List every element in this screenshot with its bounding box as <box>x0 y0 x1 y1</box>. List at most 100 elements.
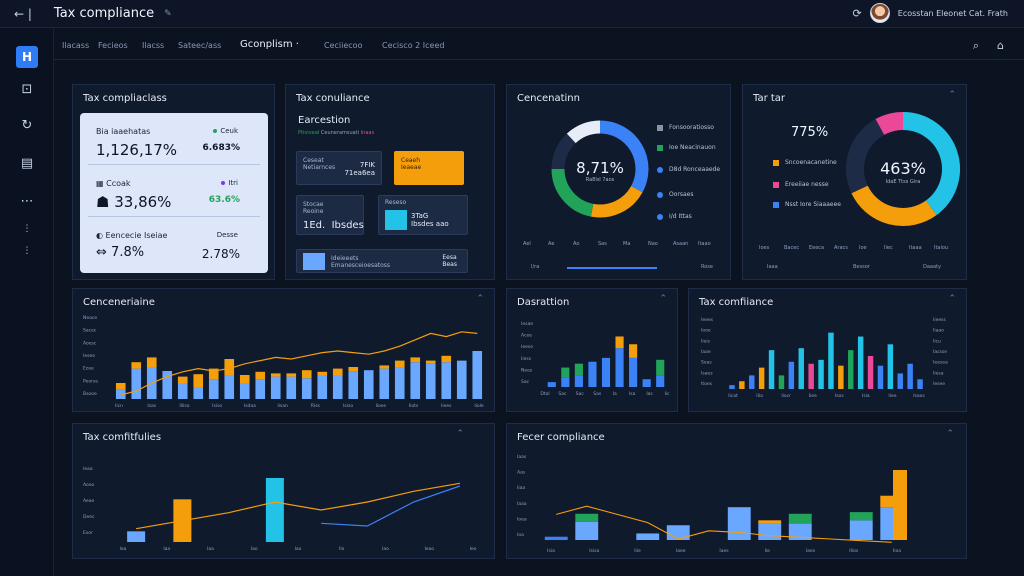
user-name[interactable]: Ecosstan Eleonet Cat. Frath <box>897 8 1008 18</box>
gauge-icon: ◐ <box>96 231 103 240</box>
legend-row: Ptioiveal Ceuneramsuati Inaas <box>298 130 374 136</box>
card-menu-icon[interactable]: ⌃ <box>948 294 956 304</box>
card-menu-icon[interactable]: ⌃ <box>946 429 954 439</box>
bar-segment <box>880 495 904 508</box>
bar <box>127 531 146 542</box>
kpi-row[interactable]: ▦ Ccoak ☗ 33,86% Itri 63.6% <box>88 169 260 217</box>
transfer-icon: ⇔ <box>96 245 107 260</box>
x-tick-label: Iao <box>295 546 302 552</box>
bar-segment <box>629 344 638 358</box>
concentration-card: Cencenatinn 8,71% Ra8lsI 7aos Fonsoorati… <box>506 84 731 280</box>
tab-item[interactable]: Ceciiecoo <box>324 41 363 50</box>
donut-segment <box>875 112 904 136</box>
metric-tile-highlight[interactable]: Ceaeh Ieaeae <box>394 151 464 185</box>
y-tick-label: Iiess <box>521 356 532 362</box>
metric-tile[interactable]: Ceseat Netiarnces 7FIK 71ea6ea <box>296 151 382 185</box>
x-tick-label: Iao <box>382 546 389 552</box>
x-tick-label: Ieo <box>470 546 477 552</box>
metric-tile[interactable]: Stocae Reoine 1Ed. Ibsdes <box>296 195 364 235</box>
axis-tick-label: Nao <box>648 241 658 247</box>
bar <box>877 365 884 389</box>
y-tick-label: Iaae <box>701 349 711 355</box>
y-tick-label: Iaas <box>517 454 527 460</box>
fecer-compliance-card: Fecer compliance ⌃ Iaas Aas Iiaa Iaaa Ioea Io… <box>506 423 967 559</box>
bar-segment <box>146 357 157 367</box>
bar-segment <box>561 367 570 378</box>
card-title: Tax comfitfulies <box>83 432 162 443</box>
bar <box>363 370 374 399</box>
tab-item[interactable]: Sateec/ass <box>178 41 222 50</box>
bar <box>917 379 923 389</box>
axis-tick-label: Eeeca <box>809 245 825 251</box>
sidebar-item-document-icon[interactable]: ▤ <box>20 156 34 171</box>
bar <box>131 368 142 399</box>
y-tick-label: Sac <box>521 379 530 385</box>
metric-tile[interactable]: Reseso 3TaG Ibsdes aao <box>378 195 468 235</box>
axis-tick-label: Ioe <box>859 245 867 251</box>
donut-segment <box>551 133 576 170</box>
x-tick-label: Iaee <box>676 548 686 554</box>
tab-active[interactable]: Gconplism · <box>240 39 299 50</box>
tab-item[interactable]: Fecieos <box>98 41 128 50</box>
line-bar-chart: Ieaa Aooo Aeae Deec Esor Iaa Iaa Iaa Iao Iao Ilo Ia… <box>83 466 477 552</box>
kpi-row[interactable]: ◐ Eencecie Iseiae ⇔ 7.8% Desse 2.78% <box>88 221 260 269</box>
y-tick-label: Iacsse <box>933 349 947 355</box>
back-nav-icon[interactable]: ← | <box>14 6 32 21</box>
refresh-icon[interactable]: ⟳ <box>852 6 862 20</box>
legend-item: I/d Ittas <box>657 213 692 220</box>
edit-icon[interactable]: ✎ <box>164 8 172 19</box>
kpi-tag-text: Itri <box>228 179 238 187</box>
y-tick-label: Ieees <box>701 317 714 323</box>
card-menu-icon[interactable]: ⌃ <box>476 294 484 304</box>
bar <box>808 363 814 389</box>
tile-label: Ceaeh Ieaeae <box>401 157 422 171</box>
sidebar-item-dot-icon[interactable]: ⋮ <box>22 224 32 234</box>
bar <box>379 368 390 399</box>
bar-segment <box>656 375 665 387</box>
x-tick-label: Iaes <box>719 548 729 554</box>
metric-tile[interactable]: Ideieeets Emanesceioesatoss Eesa Beas <box>296 249 468 273</box>
sidebar-item-inbox-icon[interactable]: ⊡ <box>21 82 33 97</box>
y-tick-label: Ioa <box>517 532 524 538</box>
donut-segment <box>846 119 885 194</box>
bar <box>410 362 421 399</box>
tile-value: Eesa Beas <box>442 254 457 268</box>
card-title: Cencenatinn <box>517 93 580 104</box>
sidebar-item-dot-icon[interactable]: ⋮ <box>22 246 32 256</box>
bar <box>907 363 913 389</box>
card-menu-icon[interactable]: ⌃ <box>659 294 667 304</box>
card-menu-icon[interactable]: ⌃ <box>948 90 956 100</box>
x-tick-label: Ilia <box>756 393 763 399</box>
bar <box>758 367 765 389</box>
legend-swatch <box>657 144 663 151</box>
sidebar-item-more-icon[interactable]: ⋯ <box>20 194 34 209</box>
card-menu-icon[interactable]: ⌃ <box>456 429 464 439</box>
app-logo[interactable]: H <box>16 46 38 68</box>
donut-segment <box>902 112 960 216</box>
tab-item[interactable]: Ilacass <box>62 41 90 50</box>
tab-item[interactable]: Ilacss <box>142 41 165 50</box>
stacked-bar-chart: Iesae Acee Ieese Iiess Nees Sac Dtal Sac Sac Sas I… <box>521 321 670 397</box>
range-bar[interactable] <box>567 267 657 269</box>
legend-swatch <box>657 124 663 131</box>
search-icon[interactable]: ⌕ <box>972 39 980 52</box>
x-tick-label: Iaa <box>120 546 127 552</box>
axis-tick-label: Aracs <box>834 245 848 251</box>
sidebar-item-refresh-icon[interactable]: ↻ <box>21 118 33 133</box>
avatar[interactable] <box>869 3 890 23</box>
bar-segment <box>893 470 907 540</box>
kpi-tag: Itri <box>221 179 238 187</box>
legend-label: I/d Ittas <box>669 213 692 220</box>
y-tick-label: Ieese <box>521 344 533 350</box>
x-tick-label: Isiso <box>343 403 353 409</box>
bar-segment <box>849 512 873 521</box>
bar <box>286 376 297 399</box>
x-tick-label: Ieao <box>424 546 434 552</box>
kpi-value: ☗ 33,86% <box>96 193 171 211</box>
x-tick-label: Riss <box>311 403 321 409</box>
tab-item[interactable]: Cecisco 2 Iceed <box>382 41 445 50</box>
tile-label: Stocae Reoine <box>303 201 324 215</box>
bar <box>441 362 452 399</box>
home-icon[interactable]: ⌂ <box>997 39 1004 52</box>
kpi-row[interactable]: Bia iaaehatas 1,126,17% Ceuk 6.683% <box>88 117 260 165</box>
